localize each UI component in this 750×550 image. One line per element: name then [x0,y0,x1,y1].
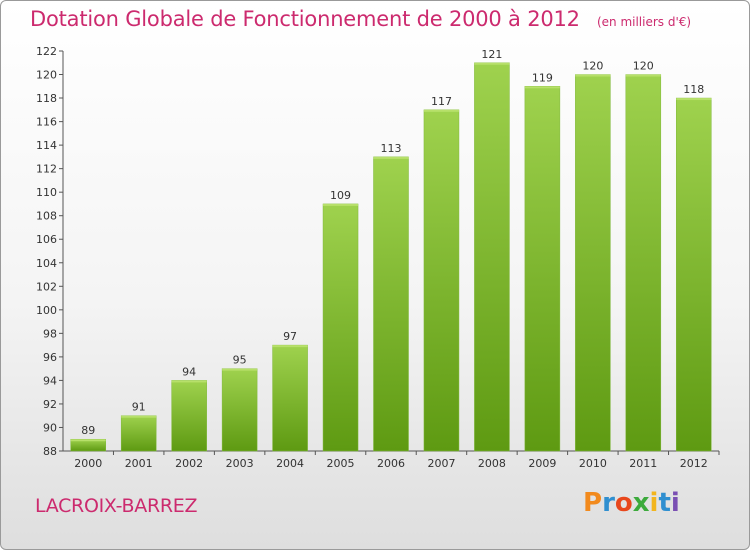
bar-highlight [474,62,510,65]
y-tick-label: 92 [43,398,57,411]
y-tick-label: 108 [36,210,57,223]
y-tick-label: 88 [43,445,57,458]
y-tick-label: 102 [36,280,57,293]
chart-unit: (en milliers d'€) [596,15,692,29]
y-tick-label: 118 [36,92,57,105]
data-label-2005: 109 [330,189,351,202]
bar-highlight [625,74,661,77]
y-tick-label: 122 [36,45,57,58]
bar-highlight [70,439,106,442]
data-label-2000: 89 [81,424,95,437]
bar-highlight [524,86,560,89]
x-tick-label: 2007 [427,457,455,470]
y-tick-label: 110 [36,186,57,199]
x-tick-label: 2001 [125,457,153,470]
data-label-2007: 117 [431,95,452,108]
x-tick-label: 2008 [478,457,506,470]
data-label-2001: 91 [132,401,146,414]
bar-2001 [120,415,157,452]
x-tick-label: 2006 [377,457,405,470]
data-label-2004: 97 [283,330,297,343]
y-tick-label: 100 [36,304,57,317]
data-label-2010: 120 [582,60,603,73]
bar-2005 [322,203,359,452]
x-tick-label: 2003 [226,457,254,470]
data-label-2008: 121 [481,48,502,61]
x-tick-label: 2009 [528,457,556,470]
data-label-2003: 95 [233,354,247,367]
x-tick-label: 2002 [175,457,203,470]
bar-highlight [222,368,258,371]
y-tick-label: 106 [36,233,57,246]
x-tick-label: 2004 [276,457,304,470]
y-tick-label: 90 [43,421,57,434]
bar-2010 [575,74,611,452]
label-layer: 89 2000 91 2001 94 2002 95 2003 97 2004 109 2005 113… [74,48,708,470]
x-tick-label: 2010 [579,457,607,470]
bar-2008 [474,62,510,452]
bar-2004 [272,344,308,452]
bar-highlight [575,74,611,77]
bar-layer [70,62,712,452]
bar-highlight [171,380,207,383]
bar-highlight [272,345,308,348]
y-tick-label: 98 [43,327,57,340]
axis-layer: 88 90 92 94 96 98 100 102 104 106 108 110 112 114 116 1… [36,45,720,458]
bar-highlight [121,415,157,418]
x-tick-label: 2012 [680,457,708,470]
y-tick-label: 112 [36,163,57,176]
bar-2012 [676,97,712,452]
y-tick-label: 96 [43,351,57,364]
y-tick-label: 116 [36,116,57,129]
bar-highlight [323,203,359,206]
x-tick-label: 2000 [74,457,102,470]
chart-title-block: Dotation Globale de Fonctionnement de 20… [30,7,691,31]
bar-2002 [171,380,207,452]
bar-2003 [221,368,258,452]
x-tick-label: 2005 [327,457,355,470]
data-label-2011: 120 [633,60,654,73]
bar-2006 [373,156,409,452]
bar-2011 [625,74,662,452]
y-tick-label: 104 [36,257,57,270]
x-tick-label: 2011 [629,457,657,470]
bar-highlight [676,98,712,101]
data-label-2006: 113 [381,142,402,155]
data-label-2009: 119 [532,71,553,84]
data-label-2002: 94 [182,365,196,378]
chart-title: Dotation Globale de Fonctionnement de 20… [30,7,580,31]
y-tick-label: 120 [36,69,57,82]
bar-highlight [373,156,409,159]
bar-2007 [423,109,460,452]
city-name: LACROIX-BARREZ [35,495,198,517]
data-label-2012: 118 [683,83,704,96]
y-tick-label: 114 [36,139,57,152]
proxiti-logo[interactable]: Proxiti [583,488,680,518]
y-tick-label: 94 [43,374,57,387]
bar-highlight [423,109,459,112]
bar-2009 [524,86,561,452]
